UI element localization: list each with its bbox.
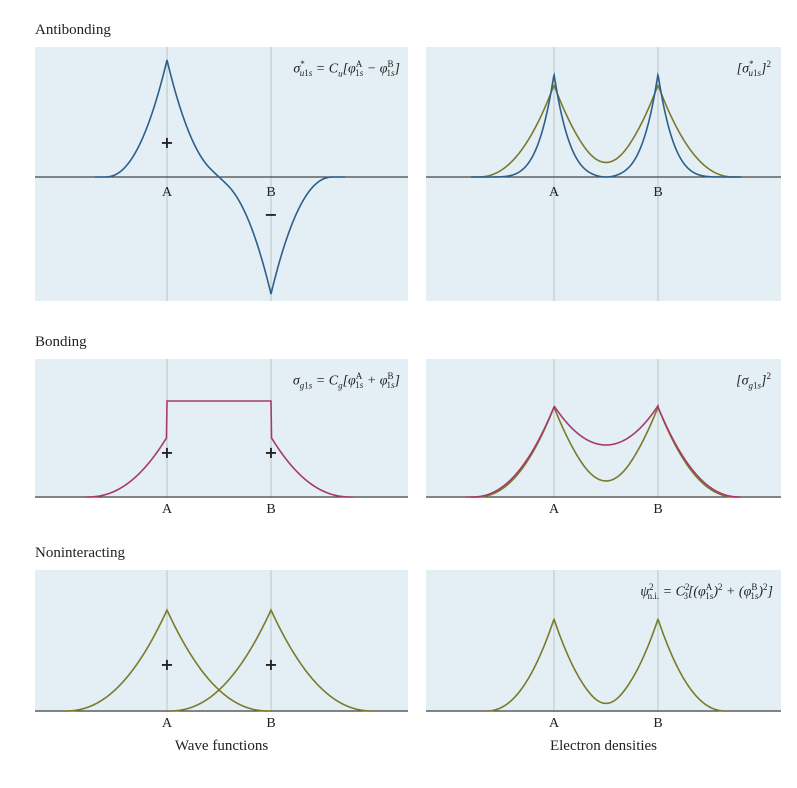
axis-label-b: B — [261, 185, 281, 201]
noninteracting-density-panel: ψ2n.i. = C23[(φA1s)2 + (φB1s)2] A B — [426, 570, 781, 712]
axis-label-b: B — [648, 502, 668, 518]
antibonding-density-equation: [σ*u1s]2 — [737, 59, 771, 78]
noninteracting-density-curve — [486, 619, 726, 711]
bonding-wave-panel: σg1s = Cg[φA1s + φB1s] + + A B — [35, 359, 408, 498]
section-title-noninteracting: Noninteracting — [35, 545, 125, 562]
axis-label-b: B — [261, 502, 281, 518]
noninteracting-density-curve — [471, 85, 741, 177]
axis-label-b: B — [648, 716, 668, 732]
axis-label-a: A — [544, 502, 564, 518]
noninteracting-density-equation: ψ2n.i. = C23[(φA1s)2 + (φB1s)2] — [640, 582, 773, 601]
section-title-bonding: Bonding — [35, 334, 87, 351]
antibonding-wave-equation: σ*u1s = Cu[φA1s − φB1s] — [293, 59, 400, 78]
noninteracting-wave-plot — [35, 570, 408, 712]
plus-sign-a: + — [160, 443, 174, 462]
axis-label-a: A — [544, 185, 564, 201]
noninteracting-density-curve — [471, 407, 738, 497]
axis-label-a: A — [157, 185, 177, 201]
plus-sign-b: + — [264, 443, 278, 462]
axis-label-a: A — [544, 716, 564, 732]
section-title-antibonding: Antibonding — [35, 22, 111, 39]
bonding-density-plot — [426, 359, 781, 498]
bonding-density-panel: [σg1s]2 A B — [426, 359, 781, 498]
axis-label-b: B — [648, 185, 668, 201]
antibonding-density-panel: [σ*u1s]2 A B — [426, 47, 781, 301]
bonding-wave-equation: σg1s = Cg[φA1s + φB1s] — [293, 371, 400, 390]
antibonding-wave-panel: σ*u1s = Cu[φA1s − φB1s] + − A B — [35, 47, 408, 301]
plus-sign-b: + — [264, 655, 278, 674]
bonding-wave-curve — [85, 401, 353, 497]
axis-label-a: A — [157, 502, 177, 518]
axis-label-b: B — [261, 716, 281, 732]
antibonding-density-plot — [426, 47, 781, 301]
antibonding-wave-plot — [35, 47, 408, 301]
plus-sign-a: + — [160, 133, 174, 152]
bonding-density-equation: [σg1s]2 — [736, 371, 771, 390]
axis-label-a: A — [157, 716, 177, 732]
minus-sign-b: − — [264, 205, 278, 224]
noninteracting-wave-panel: + + A B — [35, 570, 408, 712]
bonding-density-curve — [466, 406, 741, 497]
caption-electron-densities: Electron densities — [426, 738, 781, 755]
plus-sign-a: + — [160, 655, 174, 674]
caption-wave-functions: Wave functions — [35, 738, 408, 755]
